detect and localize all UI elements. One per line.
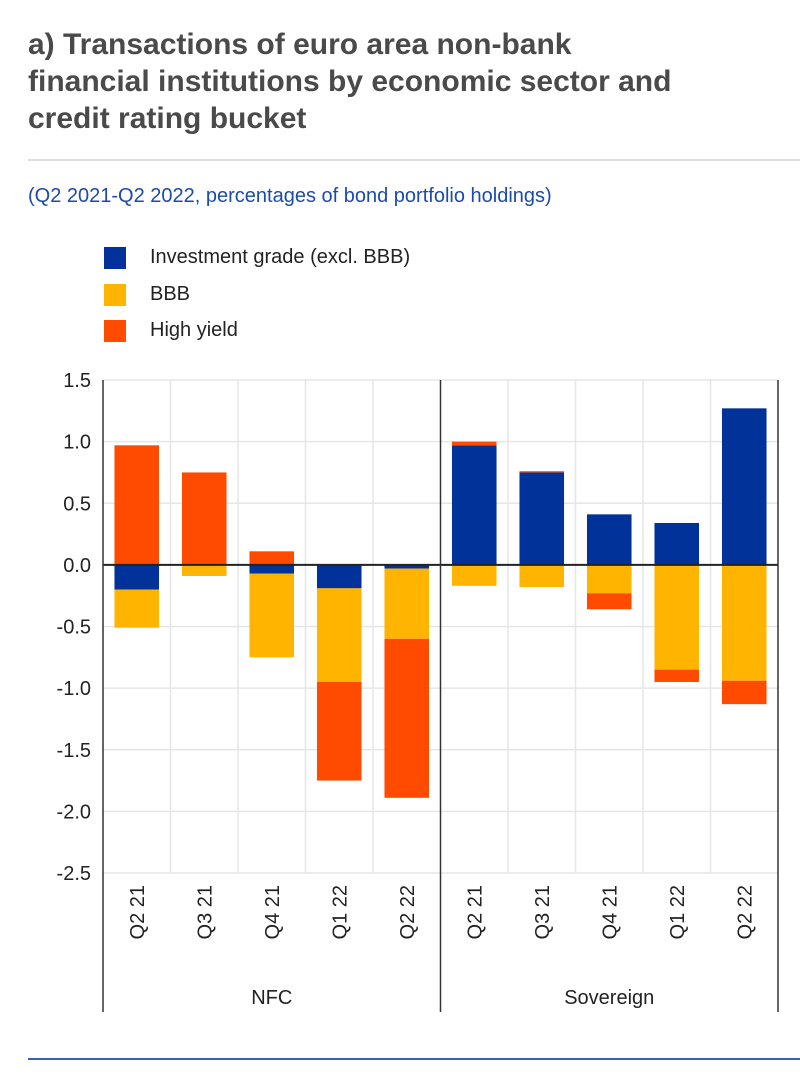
- title-line: a) Transactions of euro area non-bank: [28, 28, 572, 61]
- bar-ig: [114, 564, 160, 590]
- legend-item-hy: High yield: [104, 319, 238, 342]
- title-divider: [28, 159, 800, 161]
- legend-item-ig: Investment grade (excl. BBB): [104, 246, 410, 269]
- legend-swatch: [104, 283, 126, 306]
- y-tick-label: -2.0: [57, 801, 91, 823]
- y-tick-label: 0.0: [63, 555, 91, 577]
- x-tick-label: Q1 22: [667, 885, 689, 939]
- x-tick-label: Q3 21: [532, 885, 554, 939]
- bar-ig: [249, 564, 295, 574]
- y-tick-label: -1.0: [57, 678, 91, 700]
- y-tick-label: -1.5: [57, 740, 91, 762]
- x-tick-label: Q1 22: [329, 885, 351, 939]
- bar-hy: [721, 680, 767, 705]
- bar-ig: [654, 522, 700, 565]
- bar-hy: [181, 472, 227, 565]
- y-tick-label: -0.5: [57, 617, 91, 639]
- bar-hy: [519, 471, 565, 473]
- group-label: Sovereign: [564, 987, 654, 1009]
- bar-bbb: [181, 564, 227, 576]
- bar-ig: [316, 564, 362, 589]
- bar-ig: [721, 408, 767, 565]
- group-label: NFC: [251, 987, 292, 1009]
- x-tick-label: Q4 21: [599, 885, 621, 939]
- bar-ig: [384, 564, 430, 569]
- y-tick-label: 1.5: [63, 370, 91, 392]
- title-line: credit rating bucket: [28, 102, 307, 135]
- legend-swatch: [104, 319, 126, 342]
- x-tick-label: Q2 22: [734, 885, 756, 939]
- bar-ig: [451, 445, 497, 565]
- bar-ig: [519, 472, 565, 565]
- bar-bbb: [451, 564, 497, 586]
- y-tick-label: -2.5: [57, 863, 91, 885]
- y-tick-label: 0.5: [63, 493, 91, 515]
- x-tick-label: Q2 22: [397, 885, 419, 939]
- bar-bbb: [316, 588, 362, 682]
- y-tick-label: 1.0: [63, 432, 91, 454]
- bar-ig: [586, 514, 632, 565]
- legend-label: High yield: [150, 319, 238, 341]
- bar-hy: [114, 445, 160, 565]
- bar-hy: [586, 593, 632, 610]
- bar-bbb: [654, 564, 700, 670]
- legend-label: BBB: [150, 283, 191, 305]
- bar-bbb: [519, 564, 565, 588]
- x-tick-label: Q4 21: [262, 885, 284, 939]
- bar-bbb: [114, 589, 160, 628]
- bar-hy: [654, 669, 700, 682]
- bar-bbb: [586, 564, 632, 594]
- bar-hy: [316, 681, 362, 781]
- bar-bbb: [384, 568, 430, 639]
- bottom-rule: [28, 1058, 800, 1060]
- bar-hy: [384, 638, 430, 798]
- chart-subtitle: (Q2 2021-Q2 2022, percentages of bond po…: [28, 185, 552, 207]
- bar-hy: [451, 441, 497, 446]
- bar-bbb: [721, 564, 767, 681]
- legend-label: Investment grade (excl. BBB): [150, 246, 411, 268]
- x-tick-label: Q2 21: [464, 885, 486, 939]
- x-tick-label: Q2 21: [127, 885, 149, 939]
- bar-bbb: [249, 573, 295, 658]
- legend-swatch: [104, 246, 126, 269]
- legend-item-bbb: BBB: [104, 283, 190, 306]
- chart-title: a) Transactions of euro area non-bank fi…: [28, 26, 800, 137]
- bar-hy: [249, 551, 295, 565]
- title-line: financial institutions by economic secto…: [28, 65, 672, 98]
- x-tick-label: Q3 21: [194, 885, 216, 939]
